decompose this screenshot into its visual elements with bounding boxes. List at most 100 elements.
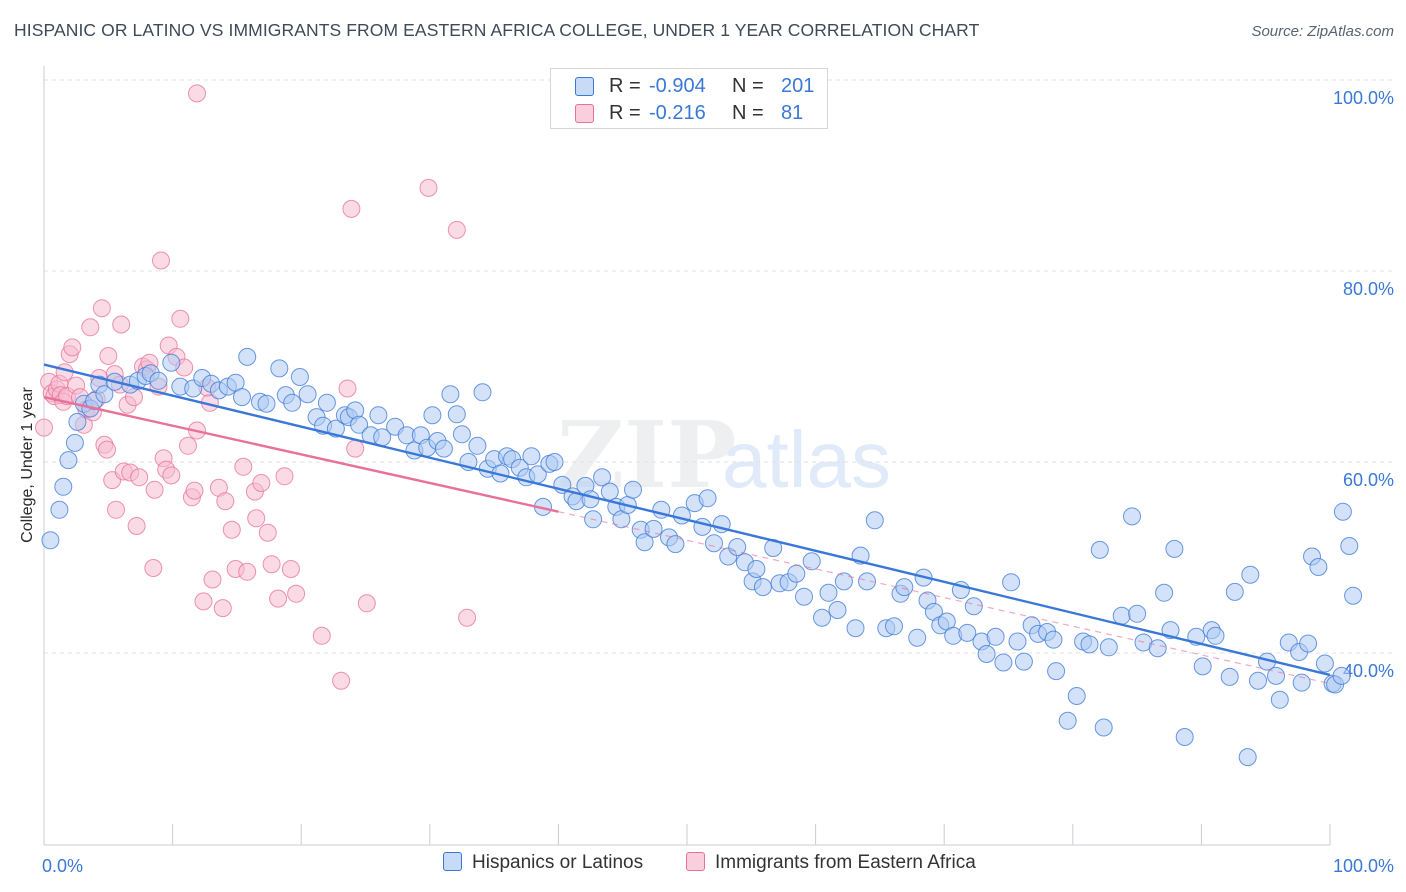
x-tick-label: 0.0% bbox=[42, 856, 83, 876]
data-point-hispanic bbox=[1309, 558, 1328, 576]
data-point-hispanic bbox=[1220, 667, 1239, 686]
data-point-eastern-africa bbox=[338, 379, 357, 398]
data-point-hispanic bbox=[958, 623, 977, 642]
data-point-eastern-africa bbox=[144, 559, 163, 577]
data-point-hispanic bbox=[1044, 630, 1063, 649]
data-point-eastern-africa bbox=[312, 626, 331, 645]
data-point-hispanic bbox=[162, 353, 181, 372]
data-point-hispanic bbox=[423, 406, 442, 425]
data-point-hispanic bbox=[1238, 748, 1257, 767]
data-point-eastern-africa bbox=[130, 468, 149, 487]
data-point-eastern-africa bbox=[179, 436, 197, 455]
data-point-hispanic bbox=[728, 538, 747, 556]
data-point-hispanic bbox=[644, 519, 663, 538]
data-point-hispanic bbox=[452, 425, 471, 444]
data-point-hispanic bbox=[787, 564, 806, 583]
data-point-hispanic bbox=[1155, 583, 1174, 602]
data-point-hispanic bbox=[1165, 539, 1184, 558]
data-point-hispanic bbox=[1249, 671, 1267, 690]
data-point-eastern-africa bbox=[98, 440, 116, 459]
legend-swatch-blue bbox=[443, 852, 462, 871]
legend-r-value: -0.904 bbox=[649, 75, 706, 97]
data-point-eastern-africa bbox=[342, 199, 361, 218]
legend-r-value: -0.216 bbox=[649, 102, 706, 124]
data-point-hispanic bbox=[441, 385, 460, 404]
data-point-hispanic bbox=[59, 451, 78, 470]
data-point-hispanic bbox=[593, 468, 612, 487]
data-point-hispanic bbox=[865, 511, 884, 530]
data-point-hispanic bbox=[795, 587, 813, 606]
data-point-hispanic bbox=[68, 412, 87, 431]
data-point-eastern-africa bbox=[262, 555, 281, 574]
data-point-eastern-africa bbox=[194, 592, 213, 611]
legend-label-hispanics: Hispanics or Latinos bbox=[472, 852, 644, 873]
legend-r-label: R = bbox=[609, 102, 641, 124]
data-point-hispanic bbox=[813, 608, 831, 627]
data-point-eastern-africa bbox=[287, 584, 306, 603]
legend-item-eastern-africa[interactable]: Immigrants from Eastern Africa bbox=[686, 852, 976, 874]
data-point-hispanic bbox=[350, 415, 369, 434]
data-point-hispanic bbox=[994, 653, 1013, 672]
data-point-hispanic bbox=[1267, 666, 1285, 685]
data-point-hispanic bbox=[1332, 666, 1351, 685]
data-point-hispanic bbox=[828, 601, 847, 619]
data-point-hispanic bbox=[885, 617, 903, 636]
legend-item-hispanics[interactable]: Hispanics or Latinos bbox=[443, 852, 643, 874]
data-point-hispanic bbox=[624, 480, 642, 499]
data-point-eastern-africa bbox=[275, 467, 294, 486]
data-point-eastern-africa bbox=[281, 560, 300, 578]
data-point-eastern-africa bbox=[222, 520, 241, 539]
data-point-hispanic bbox=[1002, 573, 1021, 592]
data-point-hispanic bbox=[846, 619, 865, 638]
data-point-hispanic bbox=[635, 533, 654, 552]
data-point-hispanic bbox=[895, 578, 914, 597]
data-point-eastern-africa bbox=[234, 457, 253, 476]
data-point-hispanic bbox=[447, 405, 466, 424]
data-point-hispanic bbox=[705, 534, 723, 553]
y-tick-label: 60.0% bbox=[1343, 470, 1394, 490]
chart-source: Source: ZipAtlas.com bbox=[1251, 23, 1394, 40]
data-point-hispanic bbox=[1193, 657, 1212, 676]
data-point-hispanic bbox=[666, 535, 685, 554]
data-point-eastern-africa bbox=[188, 84, 206, 103]
series-legend: Hispanics or Latinos Immigrants from Eas… bbox=[0, 852, 1406, 878]
data-point-hispanic bbox=[369, 406, 388, 425]
legend-label-eastern-africa: Immigrants from Eastern Africa bbox=[715, 852, 976, 873]
data-point-eastern-africa bbox=[145, 480, 164, 499]
data-point-eastern-africa bbox=[127, 517, 146, 535]
legend-n-label: N = bbox=[732, 102, 764, 124]
data-point-hispanic bbox=[270, 359, 289, 378]
data-point-hispanic bbox=[1148, 639, 1167, 658]
data-point-eastern-africa bbox=[258, 523, 277, 542]
data-point-hispanic bbox=[1206, 626, 1225, 645]
data-point-eastern-africa bbox=[63, 338, 82, 357]
data-point-hispanic bbox=[1299, 634, 1318, 653]
data-point-eastern-africa bbox=[81, 318, 100, 337]
data-point-hispanic bbox=[1225, 582, 1244, 601]
data-point-hispanic bbox=[41, 531, 60, 550]
data-point-hispanic bbox=[698, 489, 717, 508]
data-point-hispanic bbox=[819, 583, 838, 602]
legend-n-value: 81 bbox=[781, 102, 804, 124]
data-point-hispanic bbox=[1315, 654, 1334, 673]
legend-row-eastern-africa: R = -0.216 N = 81 bbox=[551, 100, 827, 128]
data-point-hispanic bbox=[1175, 728, 1194, 746]
tick-labels: 0.0% 100.0% 40.0% 60.0% 80.0% 100.0% bbox=[42, 88, 1394, 876]
y-tick-label: 40.0% bbox=[1343, 661, 1394, 681]
trend-line-eastern-africa bbox=[43, 395, 559, 513]
data-point-hispanic bbox=[545, 453, 564, 471]
data-point-hispanic bbox=[1014, 652, 1033, 671]
chart-title: HISPANIC OR LATINO VS IMMIGRANTS FROM EA… bbox=[14, 20, 980, 40]
data-point-hispanic bbox=[65, 433, 84, 452]
data-point-hispanic bbox=[858, 572, 876, 591]
data-point-eastern-africa bbox=[99, 347, 118, 365]
data-point-hispanic bbox=[908, 628, 927, 647]
data-point-hispanic bbox=[233, 388, 251, 407]
legend-swatch-pink bbox=[575, 104, 594, 123]
data-point-hispanic bbox=[1094, 718, 1113, 737]
data-point-hispanic bbox=[54, 477, 73, 496]
data-point-eastern-africa bbox=[92, 299, 111, 318]
data-point-eastern-africa bbox=[185, 481, 204, 500]
trend-line-hispanic bbox=[43, 363, 1331, 677]
